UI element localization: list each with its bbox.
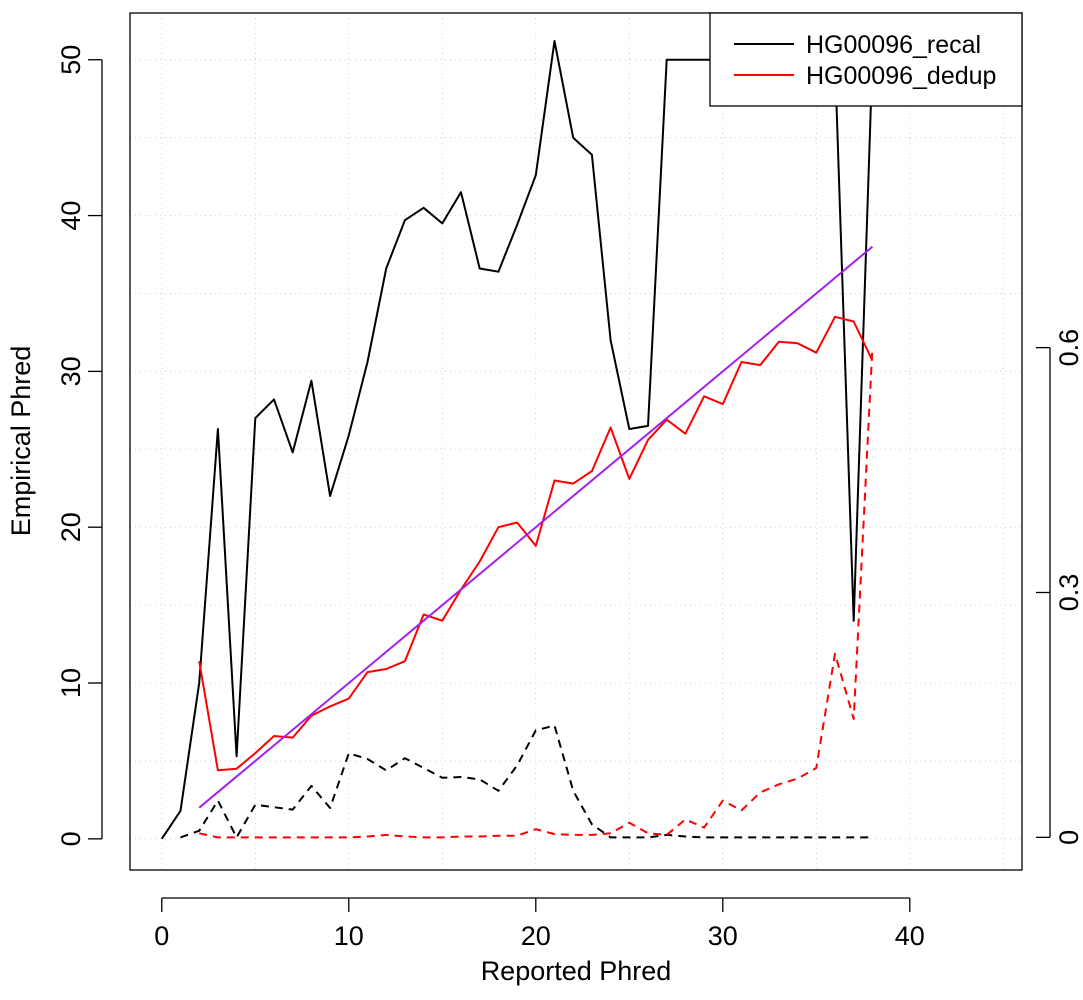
- series-line-hg00096-dedup: [198, 315, 874, 772]
- x-axis-label: Reported Phred: [481, 956, 672, 986]
- x-tick-label: 20: [521, 921, 551, 951]
- y2-tick-label: 0.3: [1054, 574, 1083, 612]
- axes: 0 10 20 30 40 0 10 20 30 40 50 0 0.3 0.6: [56, 45, 1083, 951]
- series-line-dashed-3: [180, 724, 873, 839]
- y-axis-label: Empirical Phred: [6, 346, 36, 537]
- y-tick-label: 40: [56, 201, 86, 231]
- y-tick-label: 30: [56, 356, 86, 386]
- legend-label-dedup: HG00096_dedup: [806, 62, 996, 90]
- legend: HG00096_recal HG00096_dedup: [709, 12, 1023, 107]
- series-line-dashed-4: [198, 347, 874, 839]
- x-tick-label: 30: [708, 921, 738, 951]
- y-tick-label: 0: [56, 831, 86, 846]
- grid: [130, 13, 1022, 870]
- x-tick-label: 10: [334, 921, 364, 951]
- legend-box: [709, 12, 1023, 107]
- series-line-solid-2: [198, 245, 874, 809]
- x-tick-label: 40: [895, 921, 925, 951]
- plot-frame: [129, 12, 1023, 871]
- x-tick-label: 0: [154, 921, 169, 951]
- y2-tick-label: 0: [1054, 830, 1083, 845]
- y-tick-label: 50: [56, 45, 86, 75]
- y2-tick-label: 0.6: [1054, 329, 1083, 367]
- y-tick-label: 10: [56, 668, 86, 698]
- legend-label-recal: HG00096_recal: [806, 31, 981, 59]
- y-tick-label: 20: [56, 512, 86, 542]
